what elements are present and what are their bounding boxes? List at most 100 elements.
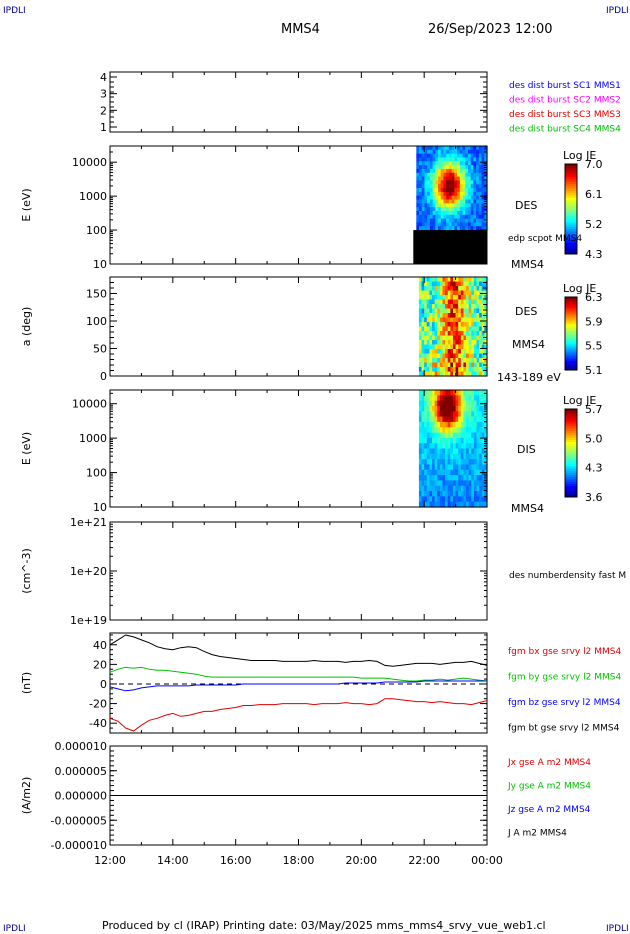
- des-energy-cell: [462, 222, 466, 227]
- dis-energy-colorbar-band: [565, 468, 577, 472]
- des-energy-cell: [443, 153, 447, 159]
- des-pitch-cell: [460, 362, 465, 368]
- des-pitch-cell: [421, 349, 425, 355]
- des-energy-cell: [432, 176, 436, 181]
- des-energy-cell: [473, 191, 477, 197]
- dis-energy-cell: [481, 464, 485, 471]
- des-pitch-cell: [458, 340, 462, 346]
- des-pitch-cell: [458, 295, 462, 301]
- dis-energy-cell: [471, 485, 475, 492]
- des-pitch-cell: [437, 367, 441, 373]
- des-pitch-cell: [455, 322, 459, 328]
- des-pitch-cell: [429, 313, 433, 319]
- des-pitch-cell: [426, 317, 431, 323]
- dis-energy-cell: [455, 469, 459, 476]
- dis-energy-cell: [481, 405, 485, 412]
- dis-energy-cell: [426, 443, 431, 450]
- des-pitch-cell: [437, 322, 441, 328]
- dis-energy-cell: [463, 421, 467, 428]
- des-energy-y-tick-label: 10: [93, 258, 107, 271]
- des-pitch-cell: [424, 295, 428, 301]
- des-pitch-cell: [434, 371, 438, 377]
- des-energy-cell: [419, 161, 423, 166]
- des-pitch-cell: [437, 358, 441, 364]
- des-energy-colorbar-band: [565, 209, 577, 212]
- dis-energy-colorbar-title: Log JE: [563, 394, 596, 407]
- des-pitch-cell: [447, 277, 451, 283]
- dis-energy-cell: [463, 443, 467, 450]
- des-pitch-cell: [432, 295, 436, 301]
- des-pitch-cell: [463, 340, 467, 346]
- des-pitch-cell: [442, 277, 446, 283]
- dis-energy-cell: [476, 437, 480, 444]
- des-energy-cell: [476, 153, 480, 159]
- des-energy-cell: [478, 149, 483, 155]
- des-energy-colorbar-band: [565, 197, 577, 201]
- dis-energy-cell: [471, 475, 475, 482]
- des-pitch-cell: [447, 290, 451, 296]
- des-energy-cell: [451, 161, 455, 166]
- dis-energy-cell: [450, 421, 454, 428]
- des-energy-cell: [465, 168, 469, 174]
- des-pitch-cell: [447, 313, 451, 319]
- des-pitch-cell: [439, 277, 444, 283]
- des-pitch-colorbar-band: [565, 307, 577, 311]
- des-pitch-cell: [421, 331, 425, 337]
- dis-energy-cell: [442, 480, 446, 487]
- des-pitch-cell: [471, 331, 475, 337]
- des-pitch-cell: [426, 358, 431, 364]
- current-y-tick-label: -0.000010: [51, 839, 107, 852]
- des-pitch-cell: [445, 322, 449, 328]
- des-pitch-cell: [426, 308, 431, 314]
- des-energy-cell: [462, 188, 466, 193]
- dis-energy-cell: [463, 437, 467, 444]
- dis-energy-colorbar-band: [565, 422, 577, 425]
- dis-energy-cell: [458, 475, 462, 482]
- des-pitch-colorbar-tick-label: 6.3: [585, 291, 603, 304]
- dis-energy-cell: [484, 453, 488, 460]
- des-energy-cell: [421, 203, 426, 208]
- dis-energy-cell: [476, 443, 480, 450]
- dis-energy-cell: [481, 427, 485, 434]
- dis-energy-colorbar-band: [565, 420, 577, 423]
- des-pitch-instrument-label: DES: [515, 305, 537, 318]
- des-energy-cell: [432, 188, 436, 193]
- des-pitch-cell: [458, 317, 462, 323]
- des-energy-cell: [457, 168, 461, 174]
- des-energy-cell: [419, 226, 423, 231]
- des-energy-cell: [451, 222, 455, 227]
- dis-energy-cell: [468, 501, 472, 508]
- dis-energy-cell: [424, 416, 428, 423]
- des-pitch-cell: [476, 286, 480, 292]
- des-energy-cell: [459, 176, 464, 181]
- dis-energy-cell: [445, 437, 449, 444]
- des-pitch-cell: [452, 358, 457, 364]
- des-pitch-cell: [447, 326, 451, 332]
- dis-energy-cell: [432, 416, 436, 423]
- dis-energy-cell: [466, 427, 470, 434]
- des-energy-cell: [470, 218, 475, 224]
- des-pitch-cell: [437, 308, 441, 314]
- des-energy-cell: [429, 210, 434, 216]
- dis-energy-cell: [481, 475, 485, 482]
- des-energy-cell: [451, 191, 455, 197]
- des-pitch-cell: [463, 371, 467, 377]
- des-pitch-cell: [481, 304, 485, 310]
- des-pitch-cell: [437, 313, 441, 319]
- des-energy-cell: [435, 214, 439, 220]
- dis-energy-cell: [424, 432, 428, 439]
- des-pitch-colorbar-band: [565, 344, 577, 347]
- dis-energy-colorbar-band: [565, 439, 577, 443]
- dis-energy-cell: [479, 448, 483, 455]
- des-pitch-cell: [471, 340, 475, 346]
- des-pitch-cell: [460, 344, 465, 350]
- des-energy-cell: [421, 210, 426, 216]
- des-pitch-cell: [460, 367, 465, 373]
- des-pitch-colorbar-band: [565, 324, 577, 327]
- des-pitch-cell: [484, 295, 488, 301]
- des-energy-cell: [432, 191, 436, 197]
- des-energy-cell: [419, 191, 423, 197]
- dis-energy-cell: [452, 469, 457, 476]
- des-energy-cell: [481, 226, 485, 231]
- dis-energy-cell: [437, 421, 441, 428]
